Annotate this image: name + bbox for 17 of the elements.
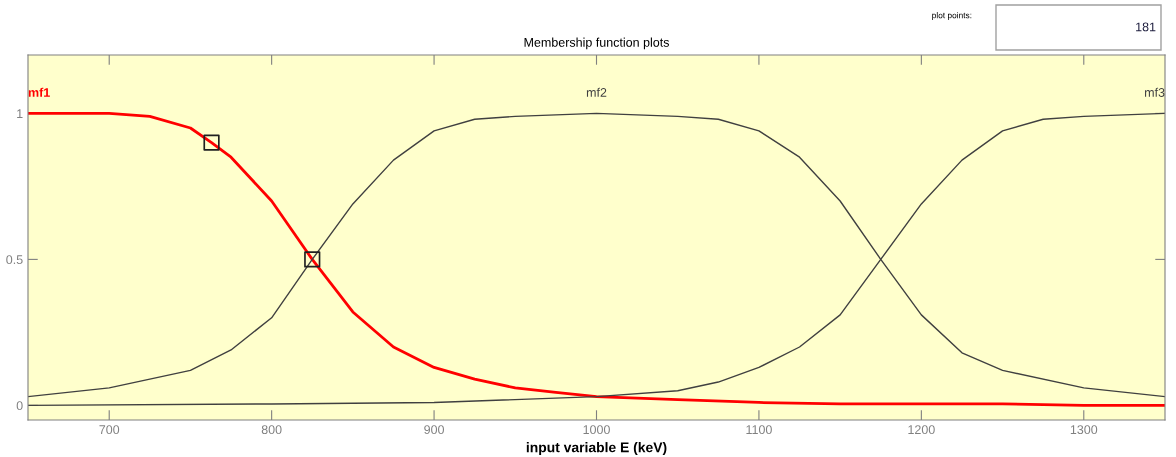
chart-title: Membership function plots: [524, 37, 670, 50]
x-tick-label: 1200: [908, 425, 935, 435]
x-tick-label: 1300: [1070, 425, 1098, 435]
x-tick-label: 800: [261, 425, 282, 435]
series-label: mf2: [586, 87, 607, 97]
x-tick-label: 900: [424, 425, 445, 435]
x-axis-title: input variable E (keV): [526, 442, 667, 456]
y-tick-label: 0: [16, 401, 23, 411]
series-label: mf1: [28, 87, 50, 97]
x-tick-label: 1000: [583, 425, 610, 435]
text: 181: [1136, 22, 1156, 32]
x-tick-label: 700: [99, 425, 120, 435]
y-tick-label: 0.5: [6, 255, 23, 265]
y-tick-label: 1: [17, 109, 23, 118]
x-tick-label: 1100: [746, 425, 772, 435]
series-label: mf3: [1144, 87, 1165, 97]
text: plot points:: [932, 12, 972, 20]
